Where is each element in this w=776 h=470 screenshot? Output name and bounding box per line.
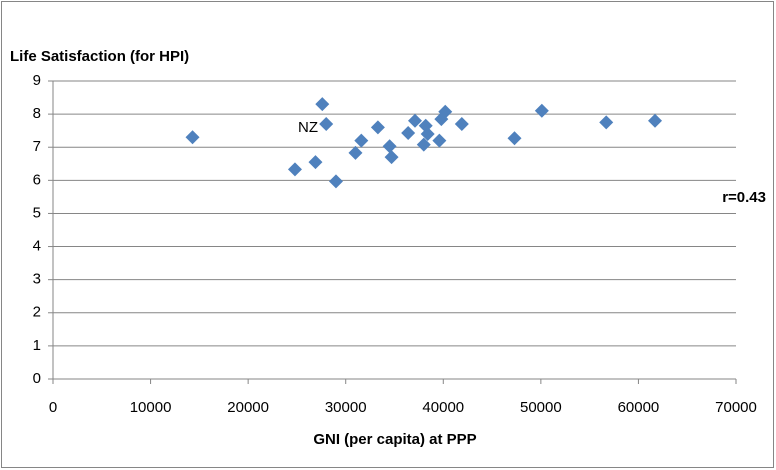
data-point <box>354 133 369 148</box>
data-point <box>599 115 614 130</box>
data-point <box>401 125 416 140</box>
data-point <box>185 130 200 145</box>
annotation: NZ <box>298 119 318 136</box>
y-tick-label: 3 <box>33 271 41 288</box>
data-point <box>432 133 447 148</box>
data-point <box>407 113 422 128</box>
data-point <box>287 162 302 177</box>
x-tick-label: 30000 <box>325 399 367 416</box>
data-point <box>420 126 435 141</box>
data-point <box>382 139 397 154</box>
data-point <box>534 103 549 118</box>
y-tick-label: 4 <box>33 238 41 255</box>
y-tick-label: 8 <box>33 105 41 122</box>
y-tick-label: 7 <box>33 138 41 155</box>
x-axis-title: GNI (per capita) at PPP <box>313 431 476 448</box>
y-tick-label: 2 <box>33 304 41 321</box>
y-tick-label: 6 <box>33 171 41 188</box>
x-tick-label: 20000 <box>227 399 269 416</box>
y-axis-title: Life Satisfaction (for HPI) <box>10 48 189 65</box>
data-point <box>370 120 385 135</box>
data-point <box>384 150 399 165</box>
data-point <box>315 97 330 112</box>
y-tick-label: 0 <box>33 370 41 387</box>
data-point <box>319 117 334 132</box>
data-point <box>648 113 663 128</box>
data-point <box>454 117 469 132</box>
x-tick-label: 40000 <box>422 399 464 416</box>
x-tick-label: 50000 <box>520 399 562 416</box>
data-point <box>416 137 431 152</box>
x-tick-label: 10000 <box>130 399 172 416</box>
annotation: r=0.43 <box>722 189 766 206</box>
data-point <box>308 155 323 170</box>
x-tick-label: 0 <box>49 399 57 416</box>
data-point <box>507 131 522 146</box>
x-tick-label: 60000 <box>618 399 660 416</box>
data-point <box>328 174 343 189</box>
data-point <box>348 145 363 160</box>
y-tick-label: 1 <box>33 337 41 354</box>
y-tick-label: 9 <box>33 72 41 89</box>
y-tick-label: 5 <box>33 204 41 221</box>
data-point <box>438 104 453 119</box>
x-tick-label: 70000 <box>715 399 757 416</box>
